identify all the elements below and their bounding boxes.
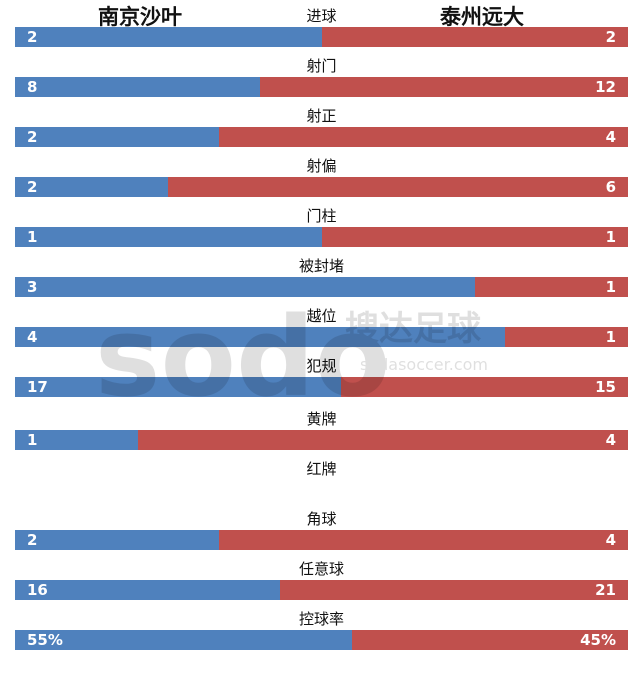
- away-value: 4: [605, 531, 616, 549]
- away-value: 21: [595, 581, 616, 599]
- home-share-bar: [15, 227, 322, 247]
- away-value: 15: [595, 378, 616, 396]
- stat-label: 越位: [306, 307, 337, 325]
- stat-label: 射正: [306, 107, 337, 125]
- home-value: 55%: [27, 631, 63, 649]
- home-share-bar: [15, 277, 475, 297]
- stat-bar: 8 12: [15, 77, 628, 97]
- home-share-bar: [15, 177, 169, 197]
- away-value: 6: [605, 178, 616, 196]
- home-value: 8: [27, 78, 38, 96]
- stat-bar: 16 21: [15, 580, 628, 600]
- away-value: 1: [605, 278, 616, 296]
- away-team-name: 泰州远大: [440, 5, 524, 29]
- home-share-bar: [15, 377, 341, 397]
- stat-label: 被封堵: [298, 257, 344, 275]
- away-value: 1: [605, 328, 616, 346]
- stat-label: 进球: [306, 7, 337, 25]
- home-share-bar: [15, 630, 353, 650]
- home-value: 3: [27, 278, 38, 296]
- away-value: 2: [605, 28, 616, 46]
- home-share-bar: [15, 580, 281, 600]
- home-value: 4: [27, 328, 38, 346]
- home-value: 2: [27, 128, 38, 146]
- stat-label: 门柱: [306, 207, 337, 225]
- away-value: 4: [605, 128, 616, 146]
- home-share-bar: [15, 530, 220, 550]
- away-value: 1: [605, 228, 616, 246]
- stat-bar: 17 15: [15, 377, 628, 397]
- home-share-bar: [15, 430, 138, 450]
- stat-label: 任意球: [298, 560, 344, 578]
- away-value: 4: [605, 431, 616, 449]
- home-value: 1: [27, 431, 38, 449]
- stat-label: 控球率: [298, 610, 344, 628]
- stat-label: 射偏: [306, 157, 337, 175]
- stat-label: 射门: [306, 57, 337, 75]
- stat-label: 角球: [306, 510, 337, 528]
- home-share-bar: [15, 27, 322, 47]
- away-value: 45%: [580, 631, 616, 649]
- home-team-name: 南京沙叶: [98, 5, 182, 29]
- home-value: 1: [27, 228, 38, 246]
- stat-label: 红牌: [306, 460, 337, 478]
- home-share-bar: [15, 127, 220, 147]
- away-value: 12: [595, 78, 616, 96]
- stat-bar: 55% 45%: [15, 630, 628, 650]
- home-share-bar: [15, 327, 506, 347]
- home-value: 2: [27, 178, 38, 196]
- home-value: 17: [27, 378, 48, 396]
- home-value: 2: [27, 531, 38, 549]
- stat-label: 黄牌: [306, 410, 337, 428]
- home-value: 2: [27, 28, 38, 46]
- home-share-bar: [15, 77, 261, 97]
- stat-label: 犯规: [306, 357, 337, 375]
- home-value: 16: [27, 581, 48, 599]
